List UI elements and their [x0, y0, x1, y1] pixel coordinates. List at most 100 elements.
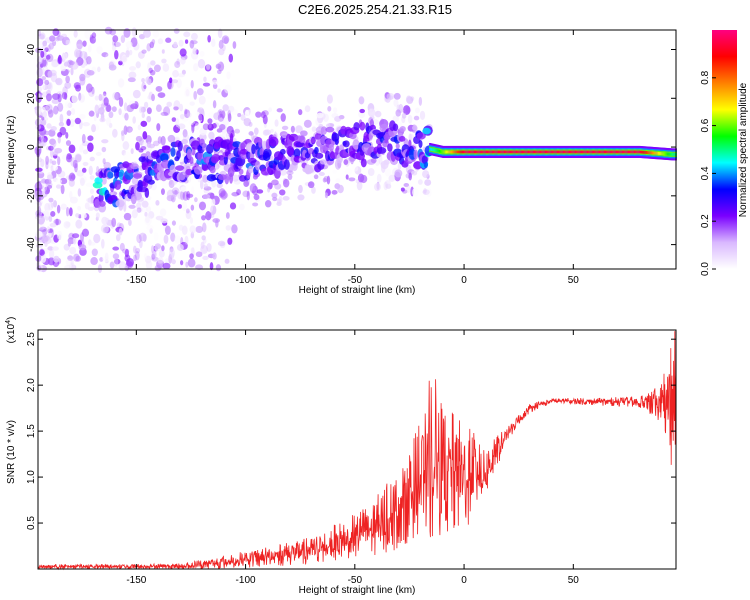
spectrogram-noise-point: [286, 170, 294, 176]
spectrogram-noise-point: [160, 188, 165, 195]
spectrogram-noise-point: [71, 61, 79, 70]
spectrogram-noise-point: [234, 118, 238, 125]
spectrogram-noise-point: [171, 79, 178, 84]
spectrogram-carrier-segment: [455, 150, 458, 154]
spectrogram-noise-point: [118, 60, 123, 66]
spectrogram-carrier-segment: [497, 150, 500, 154]
spectrogram-noise-point: [173, 106, 179, 111]
spectrogram-noise-point: [405, 184, 411, 194]
spectrogram-carrier-segment: [478, 150, 481, 154]
spectrogram-carrier-segment: [571, 150, 574, 154]
spectrogram-noise-point: [202, 255, 209, 261]
spectrogram-noise-point: [55, 218, 59, 226]
spectrogram-noise-point: [185, 208, 190, 214]
spectrogram-noise-point: [322, 177, 327, 183]
spectrogram-carrier-segment: [585, 150, 588, 154]
spectrogram-carrier-segment: [452, 150, 455, 154]
spectrogram-noise-point: [141, 112, 145, 119]
spectrogram-noise-point: [345, 174, 349, 180]
spectrogram-noise-point: [203, 76, 207, 83]
spectrogram-noise-point: [151, 249, 157, 259]
spectrogram-noise-point: [162, 63, 170, 72]
spectrogram-carrier-segment: [630, 150, 633, 154]
spectrogram-noise-point: [189, 225, 197, 234]
spectrogram-noise-point: [393, 92, 401, 100]
spectrogram-noise-point: [64, 81, 72, 89]
spectrogram-noise-point: [211, 79, 219, 85]
spectrogram-carrier-segment: [603, 150, 606, 154]
colorbar-ticks: 0.0 0.2 0.4 0.6 0.8: [700, 70, 716, 276]
spectrogram-ridge-point: [304, 167, 314, 173]
spectrogram-carrier-segment: [597, 150, 600, 154]
spectrogram-noise-point: [261, 110, 269, 117]
spectrogram-noise-point: [80, 213, 87, 219]
y-tick-label: -40: [26, 237, 37, 252]
spectrogram-noise-point: [99, 117, 106, 123]
spectrogram-noise-point: [411, 170, 418, 176]
spectrogram-panel: -150 -100 -50 0 50 -40 -20 0 20 40 Height of str…: [6, 26, 677, 296]
spectrogram-ridge-point: [167, 134, 176, 143]
spectrogram-noise-point: [170, 232, 176, 242]
spectrogram-noise-point: [149, 69, 156, 76]
spectrogram-noise-point: [112, 91, 119, 101]
spectrogram-noise-point: [219, 123, 226, 131]
spectrogram-noise-point: [276, 198, 282, 205]
spectrogram-noise-point: [64, 39, 71, 45]
spectrogram-carrier-segment: [527, 150, 530, 154]
spectrogram-noise-point: [82, 122, 90, 127]
spectrogram-noise-point: [249, 183, 257, 194]
spectrogram-noise-point: [76, 170, 85, 177]
spectrogram-noise-point: [172, 190, 179, 195]
spectrogram-noise-point: [132, 245, 137, 254]
spectrogram-noise-point: [202, 222, 207, 233]
spectrogram-noise-point: [198, 201, 207, 211]
spectrogram-ridge-point: [202, 142, 207, 151]
spectrogram-noise-point: [389, 95, 393, 100]
spectrogram-carrier-segment: [561, 150, 564, 154]
spectrogram-carrier-segment: [638, 150, 641, 154]
spectrogram-noise-point: [111, 217, 117, 228]
spectrogram-carrier-segment: [514, 150, 517, 154]
spectrogram-noise-point: [380, 160, 389, 170]
spectrogram-carrier-segment: [600, 150, 603, 154]
spectrogram-noise-point: [82, 149, 89, 155]
spectrogram-noise-point: [41, 44, 49, 52]
spectrogram-noise-point: [300, 130, 308, 137]
spectrogram-noise-point: [255, 111, 262, 118]
spectrogram-carrier-segment: [608, 150, 611, 154]
spectrogram-noise-point: [166, 80, 174, 90]
spectrogram-carrier-segment: [578, 150, 581, 154]
spectrogram-noise-point: [196, 88, 204, 96]
spectrogram-carrier-segment: [438, 149, 441, 153]
spectrogram-noise-point: [194, 197, 198, 203]
snr-multiplier-base: (x10: [6, 323, 17, 343]
spectrogram-noise-point: [183, 31, 191, 38]
spectrogram-noise-point: [69, 119, 75, 127]
spectrogram-noise-point: [209, 262, 214, 271]
spectrogram-noise-point: [237, 113, 242, 118]
spectrogram-noise-point: [224, 84, 232, 94]
spectrogram-noise-point: [51, 61, 59, 68]
spectrogram-noise-point: [248, 182, 254, 193]
spectrogram-noise-point: [199, 127, 207, 136]
spectrogram-noise-point: [91, 248, 98, 257]
spectrogram-carrier-segment: [629, 150, 632, 154]
spectrogram-noise-point: [159, 208, 167, 217]
spectrogram-noise-point: [50, 144, 56, 151]
spectrogram-carrier-segment: [532, 150, 535, 154]
spectrogram-noise-point: [71, 264, 77, 270]
spectrogram-noise-point: [211, 179, 217, 188]
spectrogram-noise-point: [179, 190, 186, 201]
spectrogram-noise-point: [393, 99, 399, 107]
spectrogram-noise-point: [157, 38, 164, 45]
spectrogram-carrier-segment: [511, 150, 514, 154]
spectrogram-noise-point: [111, 106, 117, 112]
spectrogram-carrier-segment: [539, 150, 542, 154]
spectrogram-carrier-segment: [515, 150, 518, 154]
spectrogram-noise-point: [369, 108, 373, 116]
spectrogram-noise-point: [138, 148, 144, 153]
spectrogram-carrier-segment: [551, 150, 554, 154]
y-tick-label: 1.5: [26, 424, 37, 438]
spectrogram-noise-point: [160, 135, 166, 146]
spectrogram-noise-point: [127, 77, 136, 83]
